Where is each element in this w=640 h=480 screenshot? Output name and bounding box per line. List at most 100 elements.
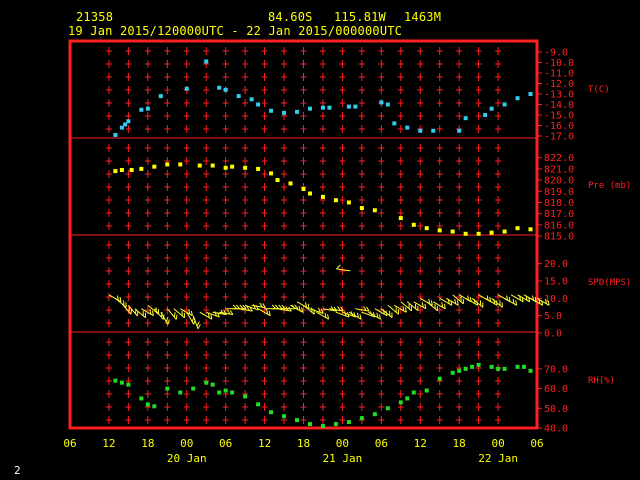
data-point xyxy=(223,87,228,92)
x-tick-label: 18 xyxy=(297,437,310,450)
data-point xyxy=(333,198,338,203)
grid-markers xyxy=(105,47,502,424)
data-point xyxy=(528,368,533,373)
data-point xyxy=(178,162,183,167)
data-point xyxy=(236,94,241,99)
x-tick-label: 00 xyxy=(336,437,349,450)
data-point xyxy=(123,122,128,127)
y-tick-label: -16.0 xyxy=(544,121,574,132)
data-point xyxy=(528,92,533,96)
wind-barb xyxy=(406,301,419,312)
wind-barb xyxy=(491,297,503,308)
data-point xyxy=(204,380,209,385)
data-point xyxy=(217,390,222,395)
data-point xyxy=(307,106,312,111)
wind-barb xyxy=(173,308,186,319)
data-point xyxy=(282,414,287,419)
y-tick-label: 50.0 xyxy=(544,404,568,415)
wind-barb xyxy=(153,308,165,320)
y-tick-label: 40.0 xyxy=(544,424,568,435)
wind-barb xyxy=(251,302,266,309)
data-point xyxy=(489,364,494,369)
data-point xyxy=(379,100,384,105)
data-point xyxy=(489,230,494,235)
y-tick-label: 815.0 xyxy=(544,232,574,243)
data-point xyxy=(476,231,481,236)
data-point xyxy=(346,104,351,109)
data-point xyxy=(307,422,312,427)
panel-label: RH(%) xyxy=(588,376,615,386)
data-point xyxy=(418,128,423,133)
data-point xyxy=(152,404,157,409)
data-point xyxy=(411,390,416,395)
data-point xyxy=(269,108,274,113)
data-point xyxy=(496,366,501,371)
data-point xyxy=(431,128,436,133)
y-tick-label: 10.0 xyxy=(544,294,568,305)
data-point xyxy=(489,106,494,111)
data-point xyxy=(256,102,261,107)
data-point xyxy=(295,418,300,423)
data-point xyxy=(184,86,189,91)
wind-barb xyxy=(504,297,518,306)
wind-barb xyxy=(420,297,433,306)
data-point xyxy=(398,400,403,405)
data-point xyxy=(320,194,325,199)
data-point xyxy=(210,382,215,387)
wind-barb xyxy=(309,307,324,314)
data-point xyxy=(450,370,455,375)
data-point xyxy=(113,169,118,174)
wind-barb xyxy=(257,308,271,317)
data-point xyxy=(372,208,377,213)
station-id: 21358 xyxy=(76,10,114,24)
data-point xyxy=(119,380,124,385)
y-tick-label: -17.0 xyxy=(544,132,574,143)
y-tick-label: 70.0 xyxy=(544,364,568,375)
data-point xyxy=(145,106,150,111)
x-tick-label: 06 xyxy=(530,437,543,450)
y-tick-label: -14.0 xyxy=(544,100,574,111)
data-point xyxy=(301,187,306,192)
data-point xyxy=(392,121,397,126)
y-tick-label: 822.0 xyxy=(544,153,574,164)
x-day-label: 20 Jan xyxy=(167,452,207,465)
x-tick-label: 12 xyxy=(414,437,427,450)
x-tick-label: 00 xyxy=(491,437,504,450)
panel-label: SPD(MPS) xyxy=(588,278,631,288)
x-tick-label: 18 xyxy=(141,437,154,450)
data-point xyxy=(424,226,429,231)
data-point xyxy=(457,128,462,133)
x-tick-label: 00 xyxy=(180,437,193,450)
data-point xyxy=(295,109,300,114)
data-point xyxy=(346,200,351,205)
data-point xyxy=(359,206,364,211)
wind-barb xyxy=(400,301,413,312)
data-point xyxy=(256,166,261,171)
y-tick-label: 5.0 xyxy=(544,311,562,322)
wind-barb xyxy=(141,308,154,317)
wind-barb xyxy=(452,294,464,305)
page-number: 2 xyxy=(14,464,21,477)
data-point xyxy=(288,181,293,186)
y-tick-label: 15.0 xyxy=(544,277,568,288)
wind-barb xyxy=(316,311,330,320)
wind-barb xyxy=(426,301,438,312)
data-point xyxy=(320,424,325,429)
data-point xyxy=(515,96,520,101)
data-point xyxy=(372,412,377,417)
wind-barb xyxy=(355,306,370,312)
data-point xyxy=(437,228,442,233)
y-tick-label: 20.0 xyxy=(544,259,568,270)
data-point xyxy=(327,105,332,110)
data-point xyxy=(217,85,222,90)
wind-barb xyxy=(536,297,550,306)
y-tick-label: 818.0 xyxy=(544,198,574,209)
data-point xyxy=(165,162,170,167)
data-point xyxy=(269,171,274,176)
data-point xyxy=(463,231,468,236)
wind-barb xyxy=(445,297,459,306)
wind-barb xyxy=(290,304,304,313)
y-tick-label: -9.0 xyxy=(544,48,568,59)
data-point xyxy=(243,165,248,170)
data-point xyxy=(152,164,157,169)
